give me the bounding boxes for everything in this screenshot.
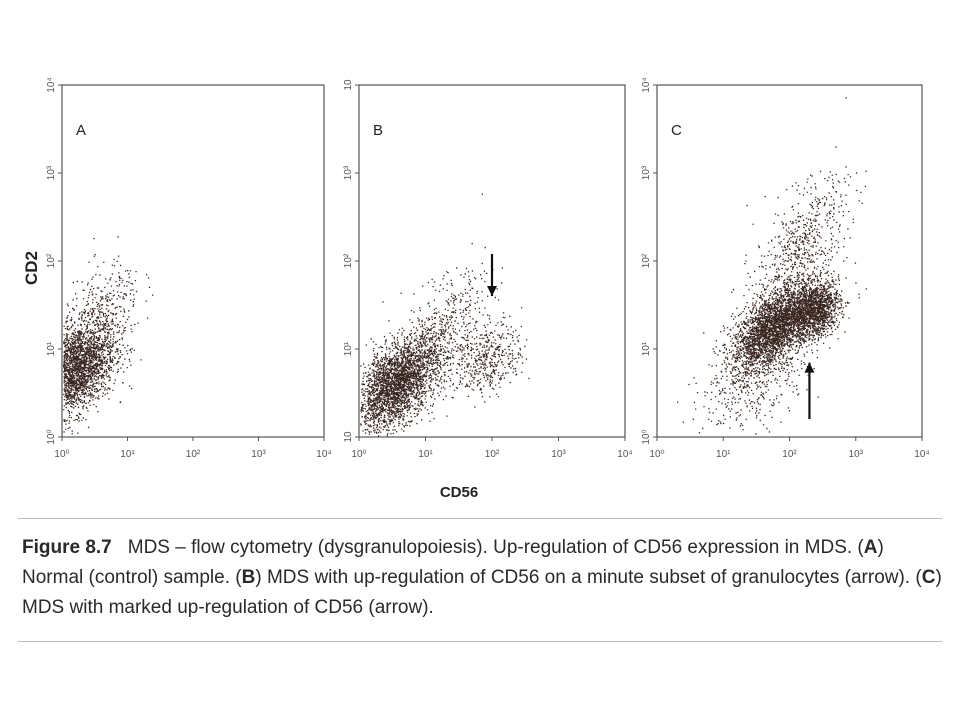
panel-label: C: [671, 122, 682, 139]
data-points-cluster-2: [366, 193, 503, 423]
x-tick-label: 10¹: [120, 449, 135, 460]
y-tick-label: 10²: [343, 253, 354, 268]
x-tick-label: 10³: [551, 449, 566, 460]
x-tick-label: 10²: [782, 449, 797, 460]
y-tick-label: 10: [343, 79, 354, 91]
scatter-panel-a: A 10⁰ 10¹ 10² 10³ 10⁴ 10⁰ 10¹ 10² 10³ 10⁴: [46, 77, 332, 460]
caption-rule-top: [18, 518, 942, 519]
caption-c-text: ) MDS with marked up-regulation of CD56 …: [22, 567, 942, 618]
x-tick-label: 10¹: [418, 449, 433, 460]
data-points-cluster-3: [440, 307, 530, 408]
x-tick-label: 10⁰: [649, 449, 664, 460]
scatter-panel-c: C 10⁰ 10¹ 10² 10³ 10⁴ 10⁰ 10¹ 10² 10³ 10⁴: [641, 77, 930, 460]
annotation-arrow: [487, 254, 497, 297]
y-tick-label: 10⁰: [641, 429, 652, 444]
x-tick-label: 10⁰: [54, 449, 69, 460]
plot-frame: [656, 84, 923, 438]
caption-rule-bottom: [18, 641, 942, 642]
y-tick-label: 10⁰: [46, 429, 57, 444]
caption-a: A: [863, 537, 878, 558]
y-tick-label: 10⁴: [46, 77, 57, 92]
caption-lead: MDS – flow cytometry (dysgranulopoiesis)…: [127, 537, 864, 558]
data-points-cluster-2: [778, 259, 860, 359]
x-tick-label: 10³: [251, 449, 266, 460]
x-tick-label: 10²: [485, 449, 500, 460]
x-tick-label: 10⁴: [617, 449, 632, 460]
y-tick-label: 10¹: [641, 341, 652, 356]
y-tick-label: 10²: [641, 253, 652, 268]
x-tick-label: 10²: [186, 449, 201, 460]
y-tick-label: 10³: [343, 165, 354, 180]
y-tick-label: 10¹: [46, 341, 57, 356]
figure-number: Figure 8.7: [22, 537, 112, 558]
y-tick-label: 10⁴: [641, 77, 652, 92]
x-axis-label: CD56: [440, 484, 478, 501]
caption-b-text: ) MDS with up-regulation of CD56 on a mi…: [255, 567, 922, 588]
y-tick-label: 10: [343, 431, 354, 443]
data-points-cluster-1: [360, 307, 482, 437]
y-tick-label: 10¹: [343, 341, 354, 356]
panel-label: A: [76, 122, 86, 139]
annotation-arrow: [804, 362, 815, 420]
x-tick-label: 10⁰: [351, 449, 366, 460]
scatter-panel-b: B 10⁰ 10¹ 10² 10³ 10⁴ 10 10¹ 10² 10³ 10: [343, 79, 633, 460]
panels: A 10⁰ 10¹ 10² 10³ 10⁴ 10⁰ 10¹ 10² 10³ 10⁴ B 10⁰ 10¹ 10…: [46, 77, 930, 460]
x-tick-label: 10⁴: [316, 449, 331, 460]
data-points-cluster-1: [703, 258, 867, 404]
caption-b: B: [241, 567, 256, 588]
panel-label: B: [373, 122, 383, 139]
y-tick-label: 10³: [641, 165, 652, 180]
caption-c: C: [921, 567, 936, 588]
x-tick-label: 10¹: [716, 449, 731, 460]
y-tick-label: 10³: [46, 165, 57, 180]
x-tick-label: 10⁴: [914, 449, 929, 460]
x-tick-label: 10³: [849, 449, 864, 460]
y-axis-label: CD2: [22, 251, 41, 285]
flow-cytometry-figure: A 10⁰ 10¹ 10² 10³ 10⁴ 10⁰ 10¹ 10² 10³ 10⁴ B 10⁰ 10¹ 10…: [22, 77, 930, 501]
data-points-cluster-1: [63, 289, 142, 435]
caption-a-text: ) Normal (control) sample. (: [22, 537, 884, 588]
figure-caption: Figure 8.7 MDS – flow cytometry (dysgranu…: [22, 533, 942, 623]
y-tick-label: 10²: [46, 253, 57, 268]
